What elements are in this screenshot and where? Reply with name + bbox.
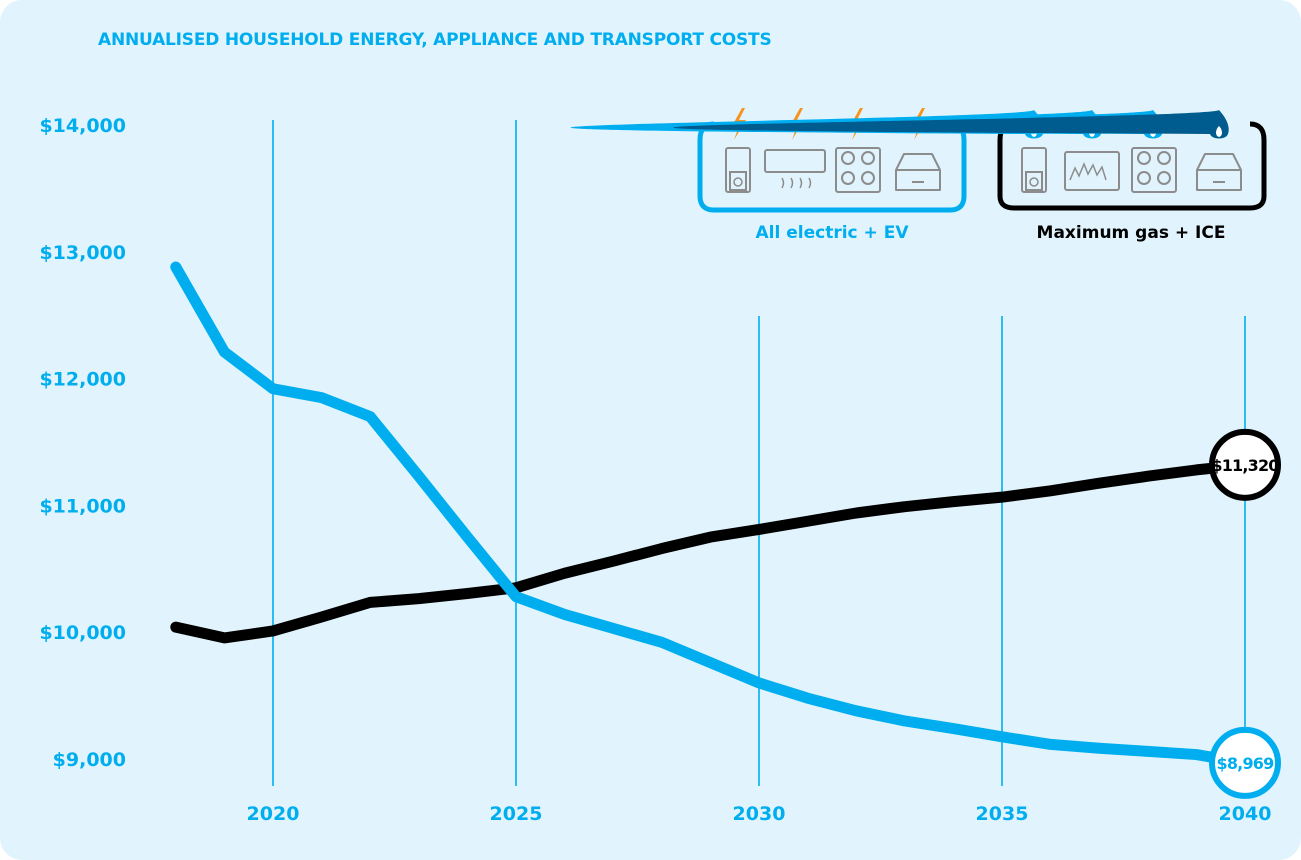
x-tick-label: 2020 [247, 803, 300, 825]
gas-heater-icon [1064, 151, 1120, 191]
series-line-gas [170, 459, 1251, 644]
water-heater-icon [1021, 147, 1047, 193]
x-tick-label: 2030 [733, 803, 786, 825]
gas-cooktop-icon [1131, 147, 1177, 193]
legend-max-gas: Maximum gas + ICE [570, 110, 1267, 243]
car-icon [895, 153, 941, 191]
car-icon [1196, 153, 1242, 191]
end-marker [1209, 726, 1281, 799]
legend-all-electric: All electric + EV [697, 108, 967, 243]
x-tick-label: 2025 [490, 803, 543, 825]
series-line-electric [170, 261, 1251, 769]
induction-cooktop-icon [835, 147, 881, 193]
legend-label-electric: All electric + EV [756, 223, 910, 243]
end-marker [1209, 428, 1281, 501]
y-tick-label: $12,000 [39, 369, 126, 391]
y-tick-label: $13,000 [39, 242, 126, 264]
y-tick-label: $11,000 [39, 495, 126, 517]
x-tick-label: 2035 [976, 803, 1029, 825]
x-tick-label: 2040 [1219, 803, 1272, 825]
y-tick-label: $10,000 [39, 622, 126, 644]
chart-title: ANNUALISED HOUSEHOLD ENERGY, APPLIANCE A… [98, 30, 772, 50]
y-tick-label: $9,000 [53, 749, 126, 771]
legend-bracket-electric [697, 121, 967, 213]
end-value-label: $11,320 [1211, 456, 1279, 475]
y-tick-label: $14,000 [39, 115, 126, 137]
legend-label-gas: Maximum gas + ICE [1037, 223, 1226, 243]
water-heater-icon [725, 147, 751, 193]
flame-icon [673, 110, 1229, 139]
end-value-label: $8,969 [1217, 754, 1275, 773]
air-conditioner-icon [764, 149, 826, 189]
